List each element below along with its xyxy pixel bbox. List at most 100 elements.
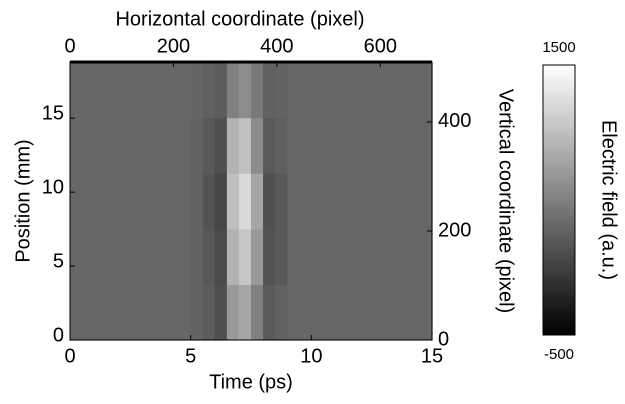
y2-tick-label: 0: [438, 328, 449, 350]
heatmap-cell: [323, 173, 337, 230]
x2-tick-label: 600: [364, 35, 397, 57]
heatmap-cell: [118, 284, 131, 341]
heatmap-cell: [359, 228, 373, 285]
heatmap-cell: [214, 117, 228, 174]
heatmap-cell: [359, 62, 373, 119]
heatmap-cell: [82, 228, 95, 285]
heatmap-cell: [347, 284, 361, 341]
heatmap-cell: [407, 284, 421, 341]
heatmap-cell: [347, 117, 361, 174]
heatmap-cell: [118, 228, 131, 285]
heatmap-cell: [202, 173, 216, 230]
heatmap-cell: [407, 228, 421, 285]
heatmap-cell: [287, 228, 300, 285]
heatmap-cell: [214, 284, 228, 341]
heatmap-cell: [154, 62, 168, 119]
heatmap-cell: [251, 284, 264, 341]
heatmap-cell: [263, 117, 276, 174]
heatmap-cell: [154, 228, 168, 285]
y-tick-label: 15: [42, 102, 64, 124]
heatmap-cell: [70, 284, 83, 341]
heatmap-cell: [106, 228, 119, 285]
x-tick-label: 10: [300, 345, 322, 367]
x-tick-label: 5: [185, 345, 196, 367]
heatmap-cell: [251, 117, 264, 174]
heatmap-cell: [347, 173, 361, 230]
x2-tick-label: 400: [260, 35, 293, 57]
heatmap-cell: [335, 173, 349, 230]
heatmap-cell: [395, 62, 409, 119]
heatmap-cell: [118, 62, 131, 119]
heatmap-cell: [190, 62, 204, 119]
heatmap-cell: [190, 173, 204, 230]
heatmap-cell: [407, 173, 421, 230]
heatmap-cell: [371, 117, 385, 174]
heatmap-cell: [251, 173, 264, 230]
heatmap-cell: [82, 284, 95, 341]
heatmap-cell: [299, 173, 312, 230]
y-tick-label: 5: [53, 250, 64, 272]
heatmap-cell: [202, 62, 216, 119]
heatmap-cell: [166, 228, 180, 285]
heatmap-cell: [275, 117, 288, 174]
heatmap-cell: [202, 228, 216, 285]
heatmap-cell: [395, 173, 409, 230]
heatmap-cell: [238, 62, 252, 119]
heatmap-cell: [251, 228, 264, 285]
heatmap-cell: [323, 117, 337, 174]
heatmap-cell: [226, 62, 240, 119]
heatmap-cell: [118, 173, 131, 230]
heatmap-cell: [70, 62, 83, 119]
heatmap-cell: [142, 284, 156, 341]
heatmap-cell: [419, 62, 433, 119]
heatmap-cell: [311, 228, 324, 285]
heatmap-cell: [118, 117, 131, 174]
heatmap-cell: [299, 284, 312, 341]
heatmap-cell: [311, 117, 324, 174]
heatmap-cell: [419, 228, 433, 285]
heatmap-cell: [238, 284, 252, 341]
heatmap-cell: [395, 284, 409, 341]
heatmap-cell: [130, 62, 143, 119]
heatmap-cell: [238, 173, 252, 230]
heatmap-cell: [82, 173, 95, 230]
x-axis-label: Time (ps): [209, 371, 293, 393]
y-axis-label: Position (mm): [12, 139, 34, 262]
heatmap-cell: [94, 284, 107, 341]
heatmap-cell: [359, 173, 373, 230]
heatmap-cell: [178, 173, 192, 230]
heatmap-cell: [178, 284, 192, 341]
colorbar-tick-label: -500: [544, 346, 574, 363]
heatmap-cell: [287, 62, 300, 119]
y2-tick-label: 400: [438, 110, 471, 132]
heatmap-cell: [335, 228, 349, 285]
heatmap-cell: [371, 62, 385, 119]
heatmap-cell: [142, 62, 156, 119]
heatmap-cell: [226, 173, 240, 230]
heatmap-cell: [275, 228, 288, 285]
heatmap-cell: [359, 284, 373, 341]
heatmap-cell: [94, 173, 107, 230]
heatmap-cell: [371, 284, 385, 341]
heatmap-cell: [142, 117, 156, 174]
heatmap-cell: [371, 228, 385, 285]
heatmap-cell: [226, 117, 240, 174]
heatmap-cell: [263, 284, 276, 341]
heatmap-cell: [238, 117, 252, 174]
x2-tick-label: 200: [157, 35, 190, 57]
x-tick-label: 15: [421, 345, 443, 367]
heatmap-cell: [275, 173, 288, 230]
heatmap-cell: [70, 173, 83, 230]
heatmap-cell: [190, 228, 204, 285]
x2-tick-label: 0: [64, 35, 75, 57]
heatmap-cell: [106, 117, 119, 174]
y2-tick-label: 200: [438, 219, 471, 241]
heatmap-cell: [214, 62, 228, 119]
heatmap-cell: [154, 173, 168, 230]
colorbar-tick-label: 1500: [542, 39, 575, 56]
heatmap-cell: [94, 62, 107, 119]
heatmap-cell: [335, 62, 349, 119]
colorbar-label: Electric field (a.u.): [598, 120, 620, 280]
heatmap-cell: [323, 62, 337, 119]
heatmap-cell: [263, 228, 276, 285]
